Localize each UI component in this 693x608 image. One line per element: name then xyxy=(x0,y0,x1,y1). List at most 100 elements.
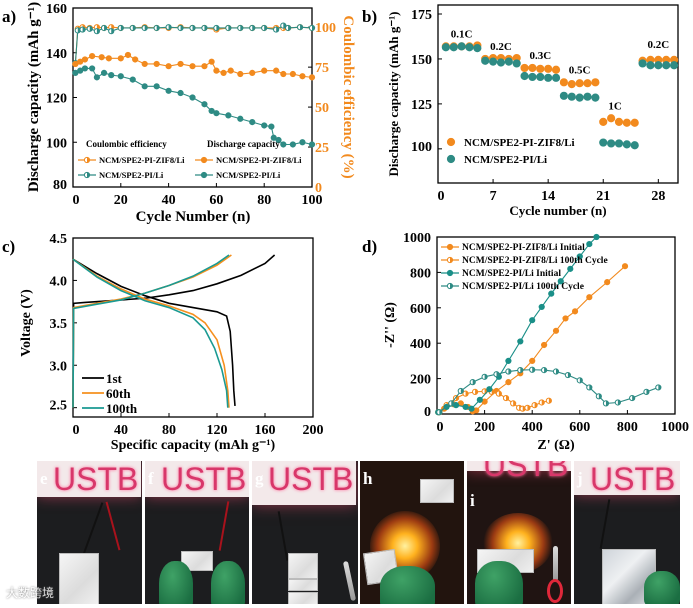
series-discharge-curve xyxy=(72,258,230,408)
data-point-half xyxy=(475,389,478,395)
panel-label: j xyxy=(577,469,583,488)
data-point xyxy=(200,156,208,164)
data-point-half xyxy=(513,400,516,406)
data-point xyxy=(280,141,287,148)
wire xyxy=(277,511,289,561)
panel-label: g xyxy=(255,469,264,488)
data-point xyxy=(308,74,316,81)
series-discharge-curve xyxy=(72,258,229,408)
ustb-sign: USTB xyxy=(252,461,356,505)
data-point xyxy=(72,69,79,76)
ustb-sign: USTB xyxy=(37,461,141,497)
x-tick-label: 0 xyxy=(73,193,80,208)
y-tick-label: 100 xyxy=(46,136,67,151)
glove xyxy=(211,561,245,604)
legend-label: NCM/SPE2-PI-ZIF8/Li Initial xyxy=(462,243,585,253)
data-point-half xyxy=(544,367,547,373)
legend-label: 100th xyxy=(106,401,138,416)
y-tick-label: 2.5 xyxy=(50,399,68,414)
legend-label: NCM/SPE2-PI/Li xyxy=(216,170,281,180)
y-tick-label: 4.5 xyxy=(50,232,68,247)
data-point xyxy=(607,114,616,123)
chart-d: 0 200 400 600 800 1000 0 200 400 600 800 1000 Z' (Ω)… xyxy=(362,231,689,453)
photo-f: USTB f xyxy=(145,461,249,604)
data-point-half xyxy=(498,391,502,397)
sign-text: USTB xyxy=(161,461,247,497)
data-point xyxy=(208,107,215,115)
data-point xyxy=(567,265,574,272)
x-tick-label: 160 xyxy=(255,423,276,438)
chart-c: 0 40 80 120 160 200 2.5 3.0 3.5 4.0 4.5 Specific ca… xyxy=(2,232,324,453)
data-point xyxy=(622,118,631,127)
data-point-half xyxy=(451,400,454,406)
data-point xyxy=(505,379,512,386)
data-point xyxy=(465,43,474,52)
data-point xyxy=(591,93,600,102)
glove xyxy=(380,566,435,604)
data-point xyxy=(622,140,631,149)
data-point xyxy=(124,51,132,59)
x-axis-title: Cycle Number (n) xyxy=(136,209,251,225)
data-point xyxy=(591,78,600,87)
data-point xyxy=(551,65,561,74)
data-point xyxy=(268,123,275,130)
chart-a: 0 20 40 60 80 100 80 100 120 140 160 0 25 50 75 100 Coul… xyxy=(2,2,356,225)
data-point xyxy=(177,60,184,68)
data-point xyxy=(270,134,277,141)
data-point xyxy=(237,70,244,78)
data-point xyxy=(571,308,579,315)
data-point xyxy=(586,240,593,248)
data-point xyxy=(441,43,450,52)
data-point-half xyxy=(496,371,500,377)
data-point xyxy=(586,294,593,301)
data-point xyxy=(220,69,227,76)
data-point xyxy=(528,63,537,73)
data-point xyxy=(249,69,256,76)
x-tick-label: 0 xyxy=(437,420,444,435)
data-point xyxy=(189,63,196,70)
data-point xyxy=(593,233,600,241)
data-point xyxy=(98,54,105,61)
data-point xyxy=(177,89,184,97)
data-point-half xyxy=(82,26,86,33)
glove xyxy=(475,561,523,604)
y-tick-label: 160 xyxy=(46,2,67,17)
series-discharge-curve xyxy=(72,258,236,407)
data-point-half xyxy=(168,24,172,30)
data-point xyxy=(153,60,160,68)
ustb-sign: USTB xyxy=(467,461,571,483)
data-point xyxy=(457,42,466,51)
data-point-half xyxy=(180,25,184,31)
data-point xyxy=(654,61,663,70)
data-point-half xyxy=(156,25,160,31)
data-point xyxy=(504,57,513,66)
x-tick-label: 1000 xyxy=(661,420,689,435)
data-point xyxy=(529,357,536,364)
y-axis-title: -Z'' (Ω) xyxy=(383,302,398,348)
x-tick-label: 21 xyxy=(596,189,610,204)
data-point xyxy=(117,73,124,80)
data-point xyxy=(308,141,316,148)
data-point xyxy=(583,79,592,88)
series-3 xyxy=(72,65,316,148)
panel-label: d) xyxy=(362,237,377,256)
data-point xyxy=(599,138,608,147)
data-point xyxy=(189,94,196,101)
data-point xyxy=(129,76,136,83)
rate-annotation: 0.2C xyxy=(490,41,512,53)
x-tick-label: 80 xyxy=(162,423,176,438)
data-point xyxy=(473,44,482,53)
x-tick-label: 80 xyxy=(257,193,271,208)
data-point xyxy=(201,101,208,108)
data-point xyxy=(117,55,124,62)
data-point-half xyxy=(617,399,621,406)
y-axis-title: Voltage (V) xyxy=(19,289,34,357)
data-point xyxy=(93,74,101,81)
data-point xyxy=(517,338,524,345)
data-point-half xyxy=(658,384,661,391)
y-tick-label: 175 xyxy=(411,8,432,23)
data-point xyxy=(476,396,483,403)
data-point-half xyxy=(532,367,535,373)
data-point-half xyxy=(240,25,243,31)
data-point xyxy=(213,110,220,117)
